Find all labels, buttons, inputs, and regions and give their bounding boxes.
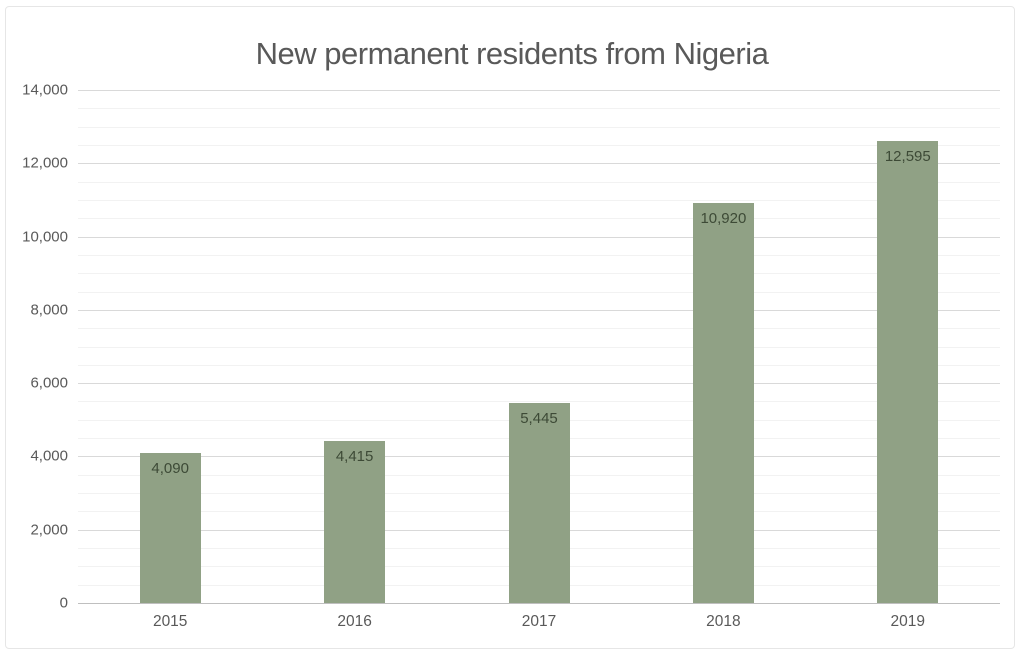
y-tick-label: 12,000	[22, 154, 68, 172]
y-axis-tick-labels: 0 2,000 4,000 6,000 8,000 10,000 12,000 14,000	[6, 82, 68, 612]
x-tick-label-2019: 2019	[890, 613, 926, 630]
bars: 4,090 4,415 5,445 10,920 12,595	[78, 90, 1000, 603]
bar-2019: 12,595	[877, 141, 939, 603]
gridline-minor	[78, 144, 1000, 146]
x-tick-label-2016: 2016	[337, 613, 372, 630]
bar-data-label: 4,415	[335, 448, 374, 466]
y-tick-label: 4,000	[30, 447, 68, 465]
gridline-major	[78, 236, 1000, 238]
x-axis-line	[78, 603, 1000, 604]
gridline-minor	[78, 273, 1000, 275]
bar-2018: 10,920	[692, 202, 754, 603]
gridline-minor	[78, 108, 1000, 110]
gridline-minor	[78, 328, 1000, 330]
gridline-minor	[78, 199, 1000, 201]
gridline-minor	[78, 126, 1000, 128]
x-tick-label-2018: 2018	[706, 613, 741, 630]
gridline-major	[78, 90, 1000, 91]
bar-2015: 4,090	[139, 453, 201, 603]
gridline-minor	[78, 218, 1000, 220]
bar-data-label: 4,090	[151, 460, 189, 478]
y-tick-label: 10,000	[22, 228, 68, 246]
y-tick-label: 6,000	[30, 374, 68, 392]
y-tick-label: 2,000	[30, 521, 68, 539]
y-tick-label: 0	[59, 594, 68, 612]
bar-data-label: 5,445	[520, 410, 558, 428]
y-tick-label: 14,000	[22, 81, 68, 99]
gridline-minor	[78, 291, 1000, 293]
gridline-minor	[78, 364, 1000, 366]
bar-2017: 5,445	[508, 403, 570, 603]
x-tick-label-2015: 2015	[152, 613, 188, 630]
bar-2016: 4,415	[324, 441, 386, 603]
gridline-major	[78, 163, 1000, 165]
x-tick-label-2017: 2017	[521, 613, 557, 630]
bar-data-label: 12,595	[884, 148, 931, 166]
gridline-major	[78, 309, 1000, 311]
x-axis-tick-labels: 2015 2016 2017 2018 2019	[78, 613, 1000, 637]
gridline-major	[78, 383, 1000, 385]
y-tick-label: 8,000	[30, 301, 68, 319]
chart-title: New permanent residents from Nigeria	[255, 36, 769, 71]
gridline-minor	[78, 401, 1000, 403]
gridline-minor	[78, 346, 1000, 348]
gridline-minor	[78, 254, 1000, 256]
bar-data-label: 10,920	[700, 209, 747, 227]
plot-area: 4,090 4,415 5,445 10,920 12,595	[78, 90, 1000, 604]
gridline-minor	[78, 181, 1000, 183]
